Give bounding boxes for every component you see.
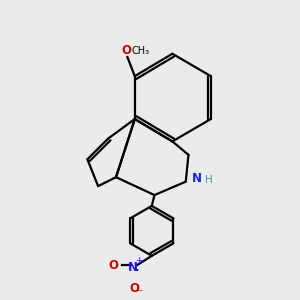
Text: N: N — [192, 172, 202, 185]
Text: O: O — [121, 44, 131, 57]
Text: ⁻: ⁻ — [136, 287, 143, 300]
Text: N: N — [128, 261, 138, 274]
Text: O: O — [109, 259, 119, 272]
Text: +: + — [135, 256, 143, 265]
Text: H: H — [205, 175, 212, 185]
Text: O: O — [129, 282, 139, 295]
Text: CH₃: CH₃ — [132, 46, 150, 56]
